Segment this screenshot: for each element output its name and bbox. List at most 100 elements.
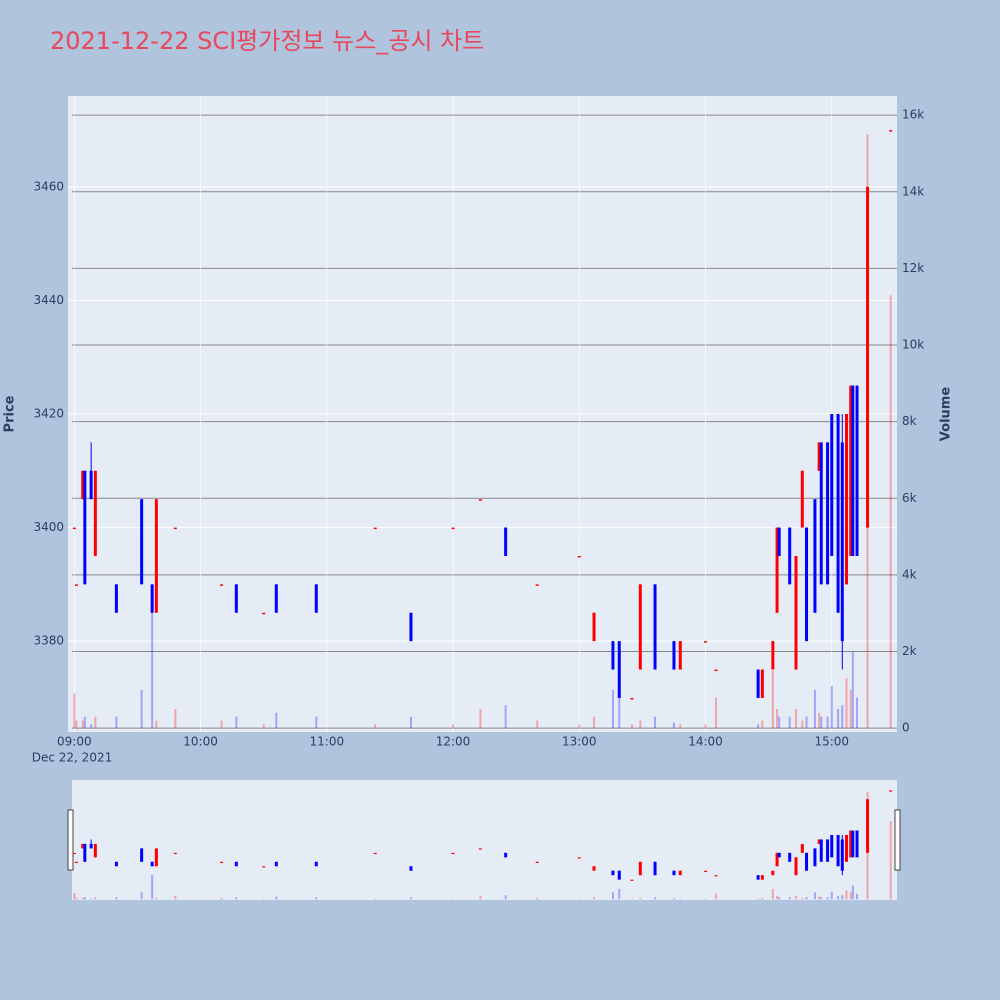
slider-candle-body [813,848,817,867]
slider-volume-bar [275,896,278,900]
slider-volume-bar [704,898,707,900]
slider-candle-body [373,852,377,855]
slider-volume-bar [672,898,675,900]
slider-candle-body [760,875,764,880]
candle-body [788,527,792,585]
candle-body [451,527,455,530]
volume-bar [715,697,718,729]
candle-body [611,641,615,670]
slider-volume-bar [409,897,412,900]
slider-candle-body [756,875,760,880]
slider-volume-bar [639,897,642,900]
volume-bar [813,689,816,729]
y2-tick-label: 6k [902,491,917,505]
slider-volume-bar [578,898,581,900]
x-tick-label: 11:00 [310,735,345,749]
volume-bar [90,724,93,729]
slider-volume-bar [820,897,823,900]
candle-body [855,385,859,556]
volume-bar [776,709,779,729]
candle-body [819,442,823,585]
candle-body [840,442,844,642]
volume-bar [757,724,760,729]
slider-candle-body [805,852,809,871]
slider-volume-bar [849,892,852,900]
candle-body [93,470,97,556]
candle-body [617,641,621,698]
slider-volume-bar [771,888,774,900]
y2-tick-label: 8k [902,414,917,428]
slider-volume-bar [155,897,158,900]
volume-bar [151,594,154,729]
candle-body [314,584,318,613]
candle-body [220,584,224,586]
candle-body [704,641,708,643]
slider-candle-body [788,852,792,862]
candle-body [889,130,893,132]
x-tick-label: 10:00 [183,735,218,749]
candle-body [89,470,93,500]
volume-bar [536,720,539,729]
candle-body [114,584,118,613]
volume-bar [115,716,118,729]
slider-volume-bar [452,898,455,900]
slider-handle-left[interactable] [67,809,74,871]
slider-candle-body [775,852,779,867]
slider-volume-bar [611,892,614,900]
y-tick-label: 3380 [33,634,64,648]
slider-candle-body [836,835,840,867]
candle-body [274,584,278,613]
volume-bar [841,705,844,729]
slider-volume-bar [536,897,539,900]
volume-bar [889,295,892,729]
slider-volume-bar [174,895,177,900]
volume-bar [275,712,278,729]
candle-body [154,499,158,613]
slider-candle-body [777,852,781,858]
slider-candle-body [819,839,823,862]
volume-bar [593,716,596,729]
volume-bar [654,716,657,729]
slider-volume-bar [593,897,596,900]
slider-volume-bar [220,897,223,900]
slider-volume-bar [801,897,804,900]
slider-candle-body [800,843,804,853]
slider-candle-body [611,870,615,876]
range-slider[interactable] [72,780,897,900]
slider-volume-bar [757,898,760,900]
slider-candle-body [638,861,642,876]
slider-volume-bar [813,892,816,900]
candle-body [150,584,154,613]
slider-volume-bar [805,897,808,900]
candle-body [504,527,508,556]
volume-bar [849,689,852,729]
slider-volume-bar [73,893,76,900]
candle-body [794,555,798,670]
y2-tick-label: 4k [902,567,917,581]
slider-candle-body [234,861,238,867]
slider-volume-bar [761,897,764,900]
y-tick-label: 3420 [33,407,64,421]
slider-volume-bar [618,888,621,900]
slider-handle-right[interactable] [894,809,901,871]
y2-tick-label: 10k [902,338,924,352]
slider-candle-body [889,790,893,792]
slider-volume-bar [841,895,844,900]
slider-volume-bar [778,897,781,900]
candle-body [851,385,855,556]
y2-tick-label: 14k [902,184,924,198]
slider-candle-body [840,839,844,871]
candle-body [140,499,144,585]
slider-volume-bar [115,897,118,900]
slider-volume-bar [856,893,859,900]
slider-candle-body [704,870,708,872]
volume-bar [801,720,804,729]
candle-body [800,470,804,528]
y2-tick-label: 16k [902,108,924,122]
volume-bar [856,697,859,729]
x-tick-label: 09:00 [57,735,92,749]
volume-bar [220,720,223,729]
slider-volume-bar [235,897,238,900]
y2-axis-title: Volume [939,387,954,442]
